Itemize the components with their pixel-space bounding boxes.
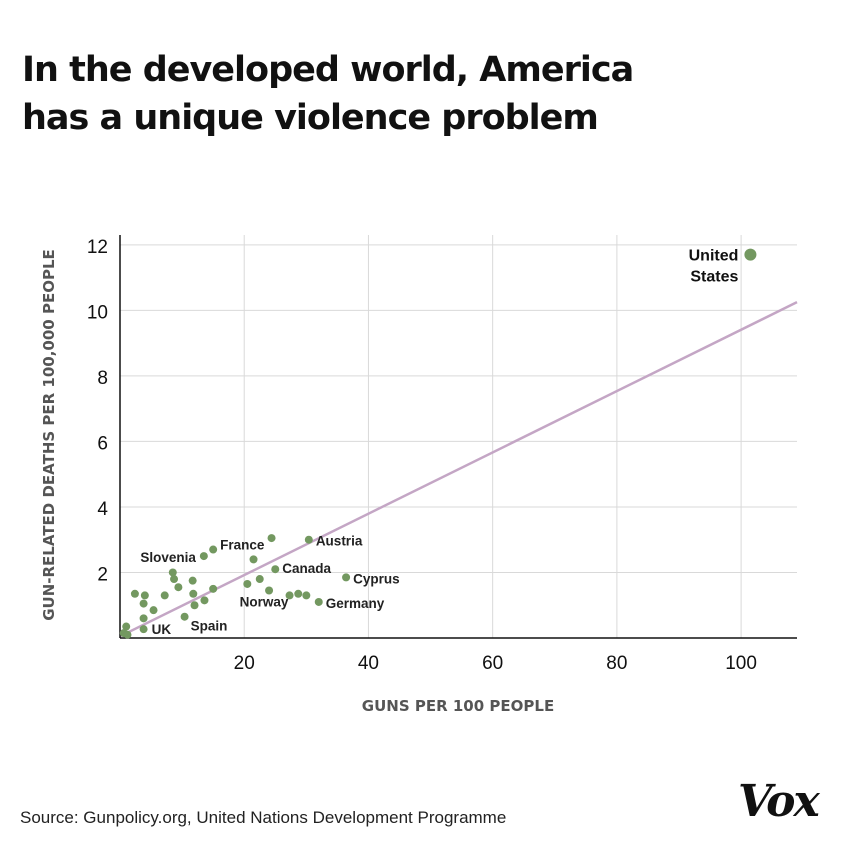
- data-point: [174, 583, 183, 592]
- data-point: [139, 599, 148, 608]
- point-label: Canada: [282, 561, 331, 576]
- data-point: [267, 534, 276, 543]
- data-point: [243, 579, 252, 588]
- data-point: [180, 612, 189, 621]
- point-label: Norway: [240, 594, 289, 609]
- point-label: Austria: [316, 534, 363, 549]
- data-point: [302, 591, 311, 600]
- point-label: UK: [152, 622, 172, 637]
- data-point: [139, 625, 148, 634]
- point-label: France: [220, 538, 265, 553]
- x-tick-label: 20: [234, 653, 255, 674]
- data-point: [130, 589, 139, 598]
- source-note: Source: Gunpolicy.org, United Nations De…: [20, 808, 507, 827]
- data-point: [199, 552, 208, 561]
- point-label: United: [689, 248, 739, 265]
- data-point: [123, 630, 132, 639]
- data-point: [139, 614, 148, 623]
- data-point: [122, 622, 131, 631]
- data-point: [209, 584, 218, 593]
- y-tick-label: 2: [97, 564, 108, 585]
- data-point: [160, 591, 169, 600]
- point-label: Spain: [191, 619, 228, 634]
- y-tick-label: 8: [97, 368, 108, 389]
- data-point: [190, 601, 199, 610]
- data-points: [119, 248, 757, 639]
- data-point: [249, 555, 258, 564]
- x-axis-title: GUNS PER 100 PEOPLE: [362, 697, 554, 715]
- point-label: Cyprus: [353, 571, 400, 586]
- x-tick-label: 60: [482, 653, 503, 674]
- x-tick-label: 40: [358, 653, 379, 674]
- grid-lines: [120, 235, 797, 638]
- point-labels: United States Austria France Slovenia Canada C…: [140, 248, 738, 637]
- data-point: [168, 568, 177, 577]
- axes: 2 4 6 8 10 12 20 40 60 80 100: [87, 235, 797, 674]
- y-axis-title: GUN-RELATED DEATHS PER 100,000 PEOPLE: [40, 249, 58, 621]
- data-point: [140, 591, 149, 600]
- y-tick-label: 4: [97, 499, 108, 520]
- data-point: [342, 573, 351, 582]
- data-point: [304, 535, 313, 544]
- data-point: [265, 586, 274, 595]
- trend-line: [119, 301, 798, 638]
- y-tick-label: 10: [87, 302, 108, 323]
- data-point: [200, 596, 209, 605]
- x-tick-label: 100: [725, 653, 757, 674]
- data-point: [314, 597, 323, 606]
- data-point: [170, 575, 179, 584]
- y-tick-label: 12: [87, 237, 108, 258]
- x-tick-label: 80: [606, 653, 627, 674]
- trend-line-group: [119, 301, 798, 638]
- chart-title-line-2: has a unique violence problem: [22, 98, 599, 138]
- data-point: [285, 591, 294, 600]
- data-point: [188, 576, 197, 585]
- data-point: [271, 565, 280, 574]
- data-point: [255, 575, 264, 584]
- data-point: [189, 589, 198, 598]
- y-tick-label: 6: [97, 433, 108, 454]
- vox-logo: Vox: [738, 776, 820, 827]
- point-label: Germany: [326, 596, 385, 611]
- data-point: [294, 589, 303, 598]
- data-point: [209, 545, 218, 554]
- chart-title: In the developed world, America has a un…: [22, 46, 822, 142]
- data-point: [744, 248, 757, 261]
- chart-title-line-1: In the developed world, America: [22, 50, 634, 90]
- data-point: [149, 606, 158, 615]
- point-label: States: [690, 269, 738, 286]
- point-label: Slovenia: [140, 550, 196, 565]
